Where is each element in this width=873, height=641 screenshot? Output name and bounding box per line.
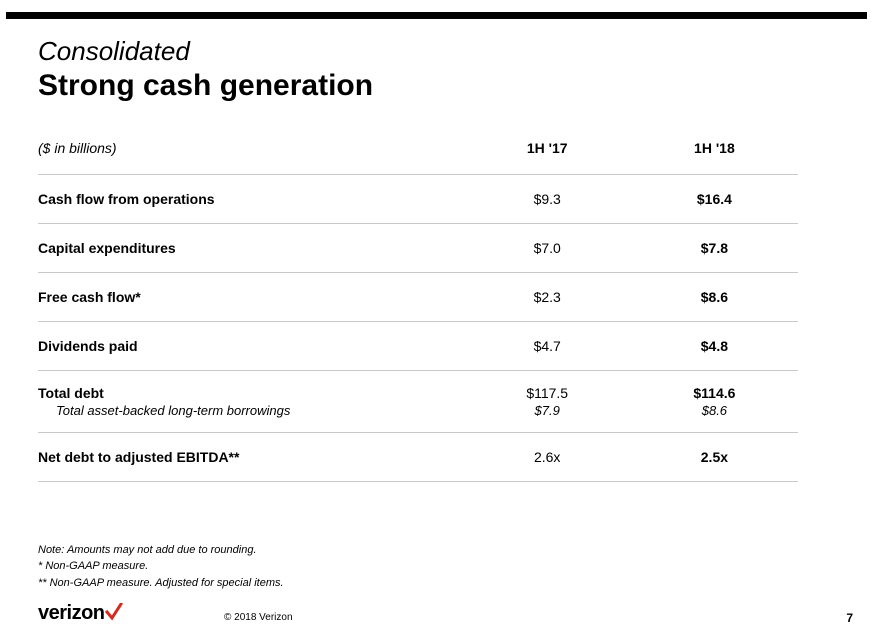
table-header-row: ($ in billions) 1H '17 1H '18	[38, 140, 798, 175]
row-value-2: 2.5x	[631, 433, 798, 482]
table-row: Dividends paid $4.7 $4.8	[38, 322, 798, 371]
top-bar	[6, 12, 867, 19]
row-value-1: $2.3	[464, 273, 631, 322]
footnote-line: ** Non-GAAP measure. Adjusted for specia…	[38, 575, 284, 592]
column-header-1: 1H '17	[464, 140, 631, 175]
footnote-line: Note: Amounts may not add due to roundin…	[38, 542, 284, 559]
row-label: Free cash flow*	[38, 273, 464, 322]
subrow-value-1: $7.9	[464, 403, 631, 433]
subrow-value-2: $8.6	[631, 403, 798, 433]
row-label: Dividends paid	[38, 322, 464, 371]
verizon-logo: verizon	[38, 601, 123, 625]
row-value-2: $4.8	[631, 322, 798, 371]
row-value-1: 2.6x	[464, 433, 631, 482]
row-value-2: $16.4	[631, 175, 798, 224]
slide-title: Strong cash generation	[38, 69, 373, 103]
slide-subtitle: Consolidated	[38, 36, 373, 67]
row-label: Capital expenditures	[38, 224, 464, 273]
table-row-net-debt: Net debt to adjusted EBITDA** 2.6x 2.5x	[38, 433, 798, 482]
financial-table: ($ in billions) 1H '17 1H '18 Cash flow …	[38, 140, 798, 482]
row-label: Net debt to adjusted EBITDA**	[38, 433, 464, 482]
footer: verizon © 2018 Verizon 7	[38, 601, 853, 629]
row-value-1: $9.3	[464, 175, 631, 224]
row-label: Cash flow from operations	[38, 175, 464, 224]
page-number: 7	[846, 611, 853, 625]
row-value-1: $4.7	[464, 322, 631, 371]
row-value-2: $8.6	[631, 273, 798, 322]
slide: Consolidated Strong cash generation ($ i…	[0, 0, 873, 641]
row-value-2: $7.8	[631, 224, 798, 273]
row-value-1: $7.0	[464, 224, 631, 273]
footnote-line: * Non-GAAP measure.	[38, 558, 284, 575]
checkmark-icon	[105, 603, 123, 627]
row-label: Total debt	[38, 371, 464, 404]
table-row-total-debt: Total debt $117.5 $114.6	[38, 371, 798, 404]
unit-label: ($ in billions)	[38, 140, 464, 175]
table-row: Capital expenditures $7.0 $7.8	[38, 224, 798, 273]
title-block: Consolidated Strong cash generation	[38, 36, 373, 103]
footnotes: Note: Amounts may not add due to roundin…	[38, 542, 284, 592]
logo-text: verizon	[38, 602, 105, 624]
table-row: Cash flow from operations $9.3 $16.4	[38, 175, 798, 224]
table-row: Free cash flow* $2.3 $8.6	[38, 273, 798, 322]
table-subrow-borrowings: Total asset-backed long-term borrowings …	[38, 403, 798, 433]
row-value-1: $117.5	[464, 371, 631, 404]
column-header-2: 1H '18	[631, 140, 798, 175]
copyright-text: © 2018 Verizon	[224, 612, 293, 623]
row-value-2: $114.6	[631, 371, 798, 404]
subrow-label: Total asset-backed long-term borrowings	[38, 403, 464, 433]
